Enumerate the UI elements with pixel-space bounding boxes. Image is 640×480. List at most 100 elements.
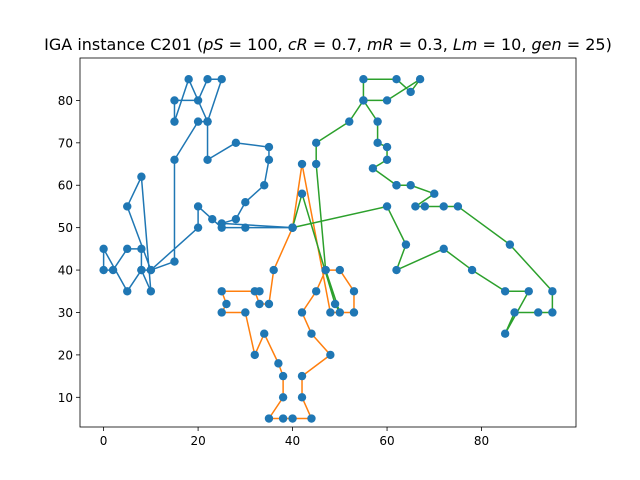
customer-point (170, 155, 179, 164)
customer-point (264, 142, 274, 152)
customer-point (123, 244, 132, 254)
customer-point (170, 96, 179, 105)
customer-point (439, 244, 448, 254)
customer-point (99, 265, 108, 275)
x-tick-label: 20 (190, 434, 205, 448)
customer-point (373, 138, 382, 148)
customer-point (297, 159, 307, 169)
customer-point (241, 198, 250, 207)
y-tick-label: 70 (58, 136, 73, 150)
customer-point (311, 138, 321, 148)
customer-point (453, 202, 463, 211)
customer-point (297, 393, 307, 402)
customer-point (137, 265, 146, 275)
customer-point (260, 181, 269, 190)
y-tick-label: 40 (58, 264, 73, 278)
x-tick-label: 60 (379, 434, 394, 448)
customer-markers-layer (99, 75, 557, 423)
customer-point (231, 214, 241, 224)
customer-point (269, 265, 278, 275)
x-tick-label: 80 (474, 434, 489, 448)
customer-point (548, 308, 557, 317)
customer-point (430, 189, 439, 198)
y-tick-label: 30 (58, 306, 73, 320)
customer-point (288, 223, 297, 232)
customer-point (406, 87, 415, 97)
customer-point (373, 117, 382, 126)
customer-point (274, 359, 283, 368)
customer-point (326, 350, 335, 360)
customer-point (297, 189, 307, 198)
customer-point (505, 240, 515, 249)
customer-point (359, 75, 368, 84)
customer-point (231, 138, 241, 148)
customer-point (392, 181, 401, 190)
y-axis: 10 20 30 40 50 60 70 80 (58, 94, 80, 405)
y-tick-label: 10 (58, 391, 73, 405)
customer-point (278, 414, 288, 423)
customer-point (203, 117, 212, 126)
customer-point (193, 223, 203, 232)
customer-point (108, 265, 118, 275)
customer-point (208, 214, 217, 224)
customer-point (439, 202, 448, 211)
customer-point (345, 117, 354, 126)
customer-point (260, 329, 269, 338)
customer-point (524, 287, 533, 296)
customer-point (311, 159, 321, 169)
customer-point (203, 75, 212, 84)
customer-point (382, 202, 392, 211)
customer-point (217, 308, 226, 317)
customer-point (500, 329, 510, 338)
customer-point (184, 75, 193, 84)
customer-point (137, 172, 146, 181)
customer-point (193, 117, 203, 126)
customer-point (146, 265, 156, 275)
chart-title: IGA instance C201 (pS = 100, cR = 0.7, m… (44, 35, 612, 54)
customer-point (307, 329, 316, 338)
customer-point (241, 308, 250, 317)
x-tick-label: 0 (100, 434, 108, 448)
customer-point (401, 240, 411, 249)
customer-point (146, 287, 156, 296)
customer-point (203, 155, 212, 164)
customer-point (255, 299, 264, 309)
customer-point (382, 142, 392, 152)
customer-point (193, 96, 203, 105)
customer-point (241, 223, 250, 232)
customer-point (359, 96, 368, 105)
customer-point (193, 202, 203, 211)
customer-point (217, 287, 226, 296)
x-tick-label: 40 (285, 434, 300, 448)
customer-point (123, 202, 132, 211)
customer-point (264, 155, 274, 164)
customer-point (330, 299, 340, 309)
customer-point (321, 265, 330, 275)
customer-point (137, 244, 146, 254)
customer-point (335, 308, 345, 317)
y-tick-label: 50 (58, 221, 73, 235)
customer-point (311, 287, 321, 296)
customer-point (534, 308, 543, 317)
routes-layer (102, 78, 554, 420)
customer-point (288, 414, 297, 423)
customer-point (217, 75, 226, 84)
customer-point (406, 181, 415, 190)
customer-point (335, 265, 345, 275)
customer-point (500, 287, 510, 296)
customer-point (467, 265, 477, 275)
x-axis: 0 20 40 60 80 (100, 427, 489, 448)
customer-point (510, 308, 519, 317)
customer-point (99, 244, 108, 254)
customer-point (278, 393, 288, 402)
customer-point (297, 371, 307, 381)
customer-point (392, 75, 401, 84)
customer-point (382, 96, 392, 105)
customer-point (392, 265, 401, 275)
customer-point (297, 308, 307, 317)
customer-point (382, 155, 392, 164)
customer-point (411, 202, 420, 211)
y-tick-label: 20 (58, 348, 73, 362)
customer-point (548, 287, 557, 296)
